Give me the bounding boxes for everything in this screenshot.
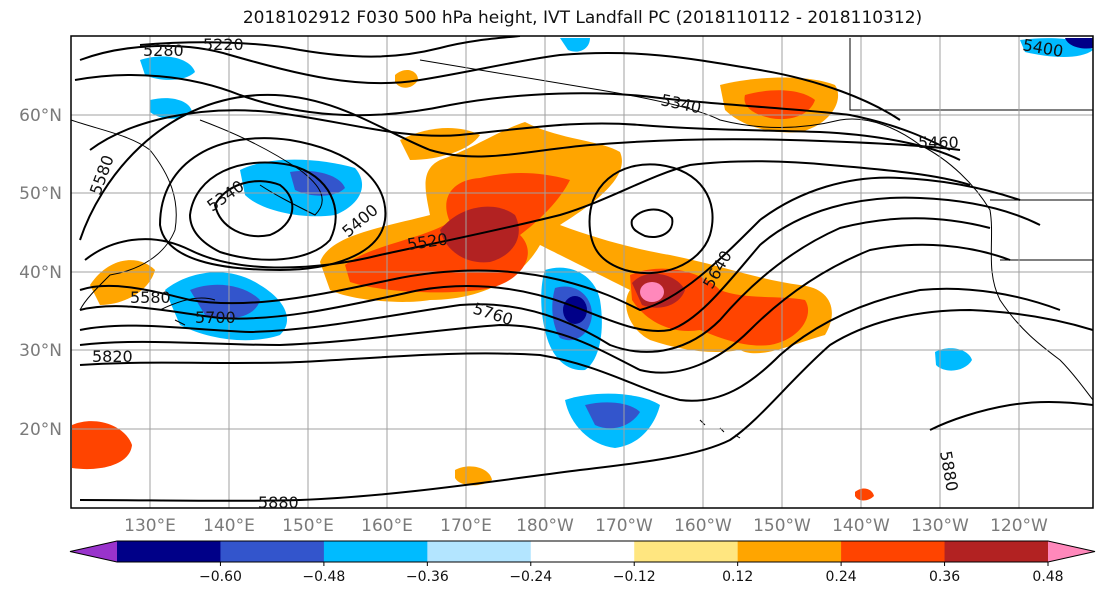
na-west-coast xyxy=(919,144,1093,401)
lon-label-150e: 150°E xyxy=(282,516,334,536)
colorbar-tick-label: −0.24 xyxy=(509,569,552,585)
contour-label: 5220 xyxy=(203,35,244,54)
lon-label-160w: 160°W xyxy=(674,516,732,536)
contour-label: 5460 xyxy=(918,133,959,152)
colorbar-tick-label: 0.36 xyxy=(929,569,960,585)
colorbar-extension-high xyxy=(1048,541,1095,562)
height-contours xyxy=(74,36,1093,502)
lon-label-140e: 140°E xyxy=(203,516,255,536)
colorbar-tick-label: −0.60 xyxy=(199,569,242,585)
negative-anomaly-ne-core xyxy=(1065,38,1093,49)
colorbar-segment xyxy=(737,541,842,562)
lon-label-160e: 160°E xyxy=(361,516,413,536)
positive-anomaly-max xyxy=(640,282,664,302)
negative-anomaly-dateline-max xyxy=(563,296,587,324)
lon-label-150w: 150°W xyxy=(753,516,811,536)
colorbar-segment xyxy=(841,541,946,562)
contour-5400 xyxy=(89,109,961,161)
latitude-labels: 60°N 50°N 40°N 30°N 20°N xyxy=(19,106,62,440)
lat-label-50n: 50°N xyxy=(19,184,62,204)
asia-coast xyxy=(71,119,177,311)
map-title: 2018102912 F030 500 hPa height, IVT Land… xyxy=(242,8,923,28)
lat-label-30n: 30°N xyxy=(19,341,62,361)
contour-5340-north xyxy=(74,74,951,151)
colorbar-tick-label: −0.48 xyxy=(302,569,345,585)
negative-anomaly-kamchatka-core xyxy=(290,170,345,196)
colorbar-extension-low xyxy=(70,541,117,562)
lon-label-120w: 120°W xyxy=(990,516,1048,536)
negative-anomaly-japan-core xyxy=(190,284,260,319)
ivt-shading xyxy=(72,38,1093,501)
contour-5280 xyxy=(79,44,901,121)
positive-anomaly-gulf-core xyxy=(744,90,815,120)
colorbar-tick-label: 0.24 xyxy=(826,569,857,585)
lon-label-130w: 130°W xyxy=(911,516,969,536)
positive-anomaly-west xyxy=(90,260,155,305)
colorbar-segment xyxy=(944,541,1049,562)
lon-label-140w: 140°W xyxy=(832,516,890,536)
contour-low-mid xyxy=(188,161,337,261)
positive-anomaly-small xyxy=(455,466,492,486)
positive-anomaly-southwest xyxy=(72,421,132,470)
na-border-1 xyxy=(849,38,1093,111)
negative-anomaly-east xyxy=(935,348,972,371)
colorbar-segment xyxy=(117,541,221,562)
map-frame xyxy=(70,35,1094,509)
contour-label: 5280 xyxy=(143,41,184,60)
colorbar-tick-label: −0.36 xyxy=(406,569,449,585)
lon-label-170e: 170°E xyxy=(440,516,492,536)
contour-5460 xyxy=(79,93,961,241)
contour-low-inner xyxy=(213,180,294,238)
contour-5220 xyxy=(139,36,521,58)
na-border-2 xyxy=(990,199,1093,261)
colorbar-segment xyxy=(220,541,325,562)
colorbar-outline xyxy=(69,540,1096,563)
negative-anomaly-northwest xyxy=(140,56,195,80)
contour-label: 5580 xyxy=(130,288,171,307)
alaska-coast xyxy=(419,59,921,146)
colorbar: −0.60 −0.48 −0.36 −0.24 −0.12 0.12 0.24 0.36 0.4… xyxy=(69,540,1096,585)
contour-5640 xyxy=(79,196,1041,332)
gridlines xyxy=(71,36,1093,508)
colorbar-segment xyxy=(427,541,532,562)
contour-5880-east xyxy=(929,400,1093,431)
colorbar-segment xyxy=(323,541,428,562)
contour-5760 xyxy=(79,243,1011,374)
lon-label-180w: 180°W xyxy=(516,516,574,536)
contour-5580 xyxy=(79,176,1021,312)
colorbar-tick-label: 0.12 xyxy=(722,569,753,585)
contour-5820 xyxy=(79,287,1061,402)
positive-anomaly-small2 xyxy=(855,488,874,501)
lon-label-170w: 170°W xyxy=(595,516,653,536)
contour-low-outer xyxy=(158,137,387,272)
contour-label: 5700 xyxy=(195,308,236,327)
negative-anomaly-top xyxy=(560,38,590,52)
contour-high-outer xyxy=(588,163,714,275)
lat-label-20n: 20°N xyxy=(19,420,62,440)
longitude-labels: 130°E 140°E 150°E 160°E 170°E 180°W 170°… xyxy=(124,516,1048,536)
colorbar-tick-label: 0.48 xyxy=(1032,569,1063,585)
contour-5700 xyxy=(79,217,991,353)
colorbar-tick-label: −0.12 xyxy=(613,569,656,585)
lat-label-40n: 40°N xyxy=(19,263,62,283)
negative-anomaly-nw2 xyxy=(150,98,192,119)
colorbar-segment xyxy=(634,541,739,562)
colorbar-segment xyxy=(530,541,635,562)
lat-label-60n: 60°N xyxy=(19,106,62,126)
contour-5520 xyxy=(84,160,971,269)
contour-label: 5880 xyxy=(258,493,299,512)
negative-anomaly-south-core xyxy=(585,402,640,429)
contour-label: 5820 xyxy=(92,347,133,366)
contour-5880-south xyxy=(79,308,1093,502)
contour-high-inner xyxy=(630,208,674,238)
lon-label-130e: 130°E xyxy=(124,516,176,536)
